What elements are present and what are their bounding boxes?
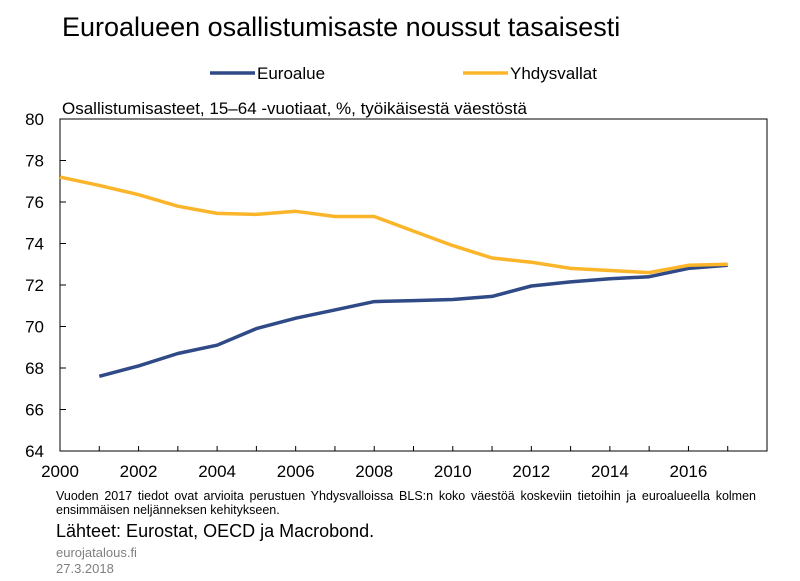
y-tick-label: 78 bbox=[25, 152, 44, 171]
y-tick-label: 70 bbox=[25, 318, 44, 337]
series-line-yhdysvallat bbox=[59, 175, 728, 275]
y-tick-label: 72 bbox=[25, 276, 44, 295]
x-tick-label: 2006 bbox=[277, 462, 315, 481]
legend-label-euroalue: Euroalue bbox=[257, 64, 325, 83]
y-tick-label: 66 bbox=[25, 401, 44, 420]
footnote: Vuoden 2017 tiedot ovat arvioita perustu… bbox=[56, 489, 756, 517]
x-tick-label: 2004 bbox=[198, 462, 236, 481]
y-tick-label: 64 bbox=[25, 442, 44, 461]
chart-title: Euroalueen osallistumisaste noussut tasa… bbox=[62, 12, 621, 42]
series-line-euroalue bbox=[98, 263, 728, 378]
publication-date: 27.3.2018 bbox=[56, 561, 114, 576]
y-tick-label: 80 bbox=[25, 110, 44, 129]
x-tick-label: 2010 bbox=[434, 462, 472, 481]
x-tick-label: 2012 bbox=[512, 462, 550, 481]
x-tick-label: 2016 bbox=[670, 462, 708, 481]
y-tick-label: 76 bbox=[25, 193, 44, 212]
x-tick-label: 2008 bbox=[355, 462, 393, 481]
x-tick-label: 2000 bbox=[41, 462, 79, 481]
sources-text: Lähteet: Eurostat, OECD ja Macrobond. bbox=[56, 521, 375, 541]
chart-subtitle: Osallistumisasteet, 15–64 -vuotiaat, %, … bbox=[62, 99, 527, 118]
site-name: eurojatalous.fi bbox=[56, 545, 137, 560]
x-tick-label: 2014 bbox=[591, 462, 629, 481]
y-tick-label: 68 bbox=[25, 359, 44, 378]
x-tick-label: 2002 bbox=[120, 462, 158, 481]
y-tick-label: 74 bbox=[25, 235, 44, 254]
legend-label-yhdysvallat: Yhdysvallat bbox=[510, 64, 597, 83]
plot-frame bbox=[59, 118, 768, 452]
